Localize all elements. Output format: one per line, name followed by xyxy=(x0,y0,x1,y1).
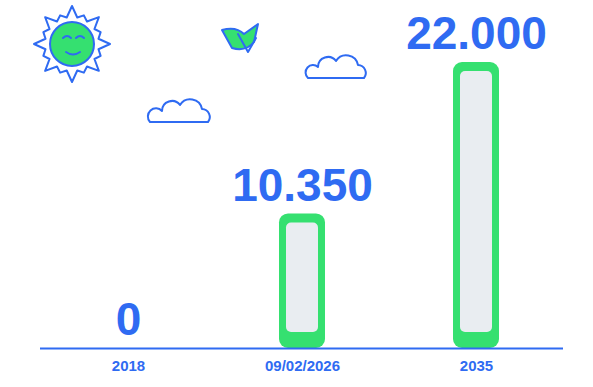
svg-text:2035: 2035 xyxy=(460,357,493,374)
svg-text:10.350: 10.350 xyxy=(232,159,373,211)
svg-text:2018: 2018 xyxy=(112,357,145,374)
svg-text:22.000: 22.000 xyxy=(406,7,547,59)
svg-text:0: 0 xyxy=(116,293,142,345)
svg-text:09/02/2026: 09/02/2026 xyxy=(265,357,340,374)
